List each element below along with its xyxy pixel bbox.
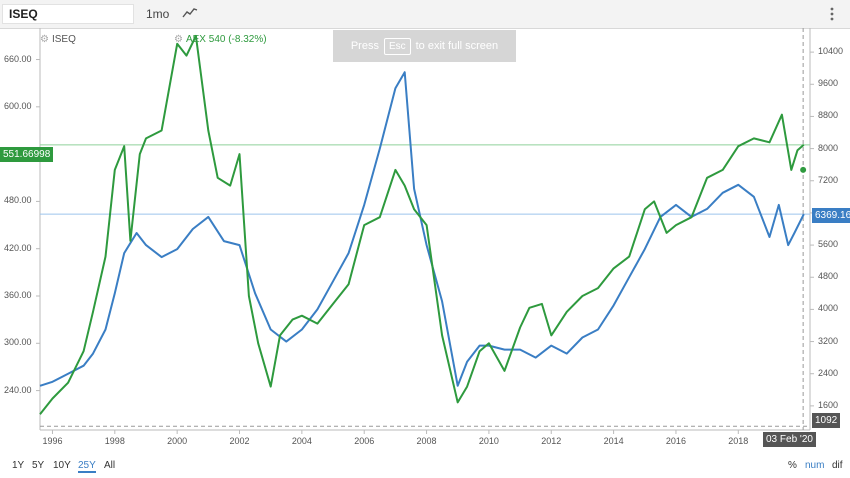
- x-tick-label: 2006: [354, 436, 375, 446]
- right-tick-label: 4800: [818, 271, 839, 282]
- right-tick-label: 10400: [818, 46, 844, 57]
- banner-rest: to exit full screen: [415, 40, 499, 52]
- x-tick-label: 1998: [104, 436, 125, 446]
- x-tick-label: 2008: [416, 436, 437, 446]
- interval-selector[interactable]: 1mo: [146, 7, 170, 21]
- range-all[interactable]: All: [104, 460, 116, 471]
- x-tick-label: 2012: [541, 436, 562, 446]
- bottom-bar: 1Y 5Y 10Y 25Y All % num dif: [0, 458, 850, 478]
- kebab-menu-icon[interactable]: [826, 6, 838, 22]
- chart-canvas[interactable]: [0, 28, 850, 458]
- x-tick-label: 2010: [478, 436, 499, 446]
- right-tick-label: 8000: [818, 142, 839, 153]
- crosshair-marker: [800, 166, 807, 173]
- legend-compare[interactable]: ⚙ AEX 540 (-8.32%): [174, 34, 267, 45]
- aex-current-tag: 551.66998: [0, 147, 54, 162]
- mode-percent[interactable]: %: [788, 460, 797, 471]
- x-tick-label: 1996: [42, 436, 63, 446]
- gear-icon[interactable]: ⚙: [174, 34, 183, 45]
- banner-press: Press: [350, 40, 379, 52]
- crosshair-date-tag: 03 Feb '20: [763, 432, 816, 447]
- left-tick-label: 240.00: [4, 384, 32, 395]
- range-25y[interactable]: 25Y: [78, 460, 96, 473]
- x-tick-label: 2014: [603, 436, 624, 446]
- iseq-current-tag: 6369.16: [812, 208, 850, 223]
- x-tick-label: 2002: [229, 436, 250, 446]
- legend-primary[interactable]: ⚙ ISEQ: [40, 34, 76, 45]
- toolbar: 1mo: [0, 0, 850, 29]
- symbol-input[interactable]: [2, 4, 134, 24]
- series-line-iseq: [39, 71, 805, 387]
- right-tick-label: 2400: [818, 367, 839, 378]
- right-tick-label: 8800: [818, 110, 839, 121]
- fullscreen-banner: Press Esc to exit full screen: [333, 30, 516, 62]
- left-tick-label: 660.00: [4, 53, 32, 64]
- range-1y[interactable]: 1Y: [12, 460, 25, 471]
- right-tick-label: 3200: [818, 335, 839, 346]
- right-tick-label: 1600: [818, 399, 839, 410]
- left-tick-label: 300.00: [4, 337, 32, 348]
- right-tick-label: 9600: [818, 78, 839, 89]
- left-tick-label: 480.00: [4, 195, 32, 206]
- left-tick-label: 360.00: [4, 290, 32, 300]
- x-tick-label: 2000: [167, 436, 188, 446]
- legend-primary-label: ISEQ: [51, 34, 76, 45]
- x-tick-label: 2016: [665, 436, 686, 446]
- mode-dif[interactable]: dif: [832, 460, 843, 471]
- legend-compare-label: AEX: [185, 34, 206, 45]
- x-tick-label: 2004: [291, 436, 312, 446]
- range-10y[interactable]: 10Y: [53, 460, 71, 471]
- right-tick-label: 4000: [818, 303, 839, 314]
- legend-compare-value: 540 (-8.32%): [208, 34, 267, 45]
- series-line-aex: [39, 34, 805, 415]
- line-chart-icon[interactable]: [182, 6, 198, 20]
- range-5y[interactable]: 5Y: [32, 460, 45, 471]
- left-tick-label: 600.00: [4, 100, 32, 111]
- right-tick-label: 5600: [818, 239, 839, 250]
- crosshair-value-tag: 1092: [812, 413, 841, 428]
- chart-area[interactable]: [0, 28, 850, 458]
- right-tick-label: 7200: [818, 174, 839, 185]
- left-tick-label: 420.00: [4, 242, 32, 253]
- x-tick-label: 2018: [728, 436, 749, 446]
- gear-icon[interactable]: ⚙: [40, 34, 49, 45]
- esc-key: Esc: [383, 37, 411, 55]
- mode-num[interactable]: num: [805, 460, 825, 471]
